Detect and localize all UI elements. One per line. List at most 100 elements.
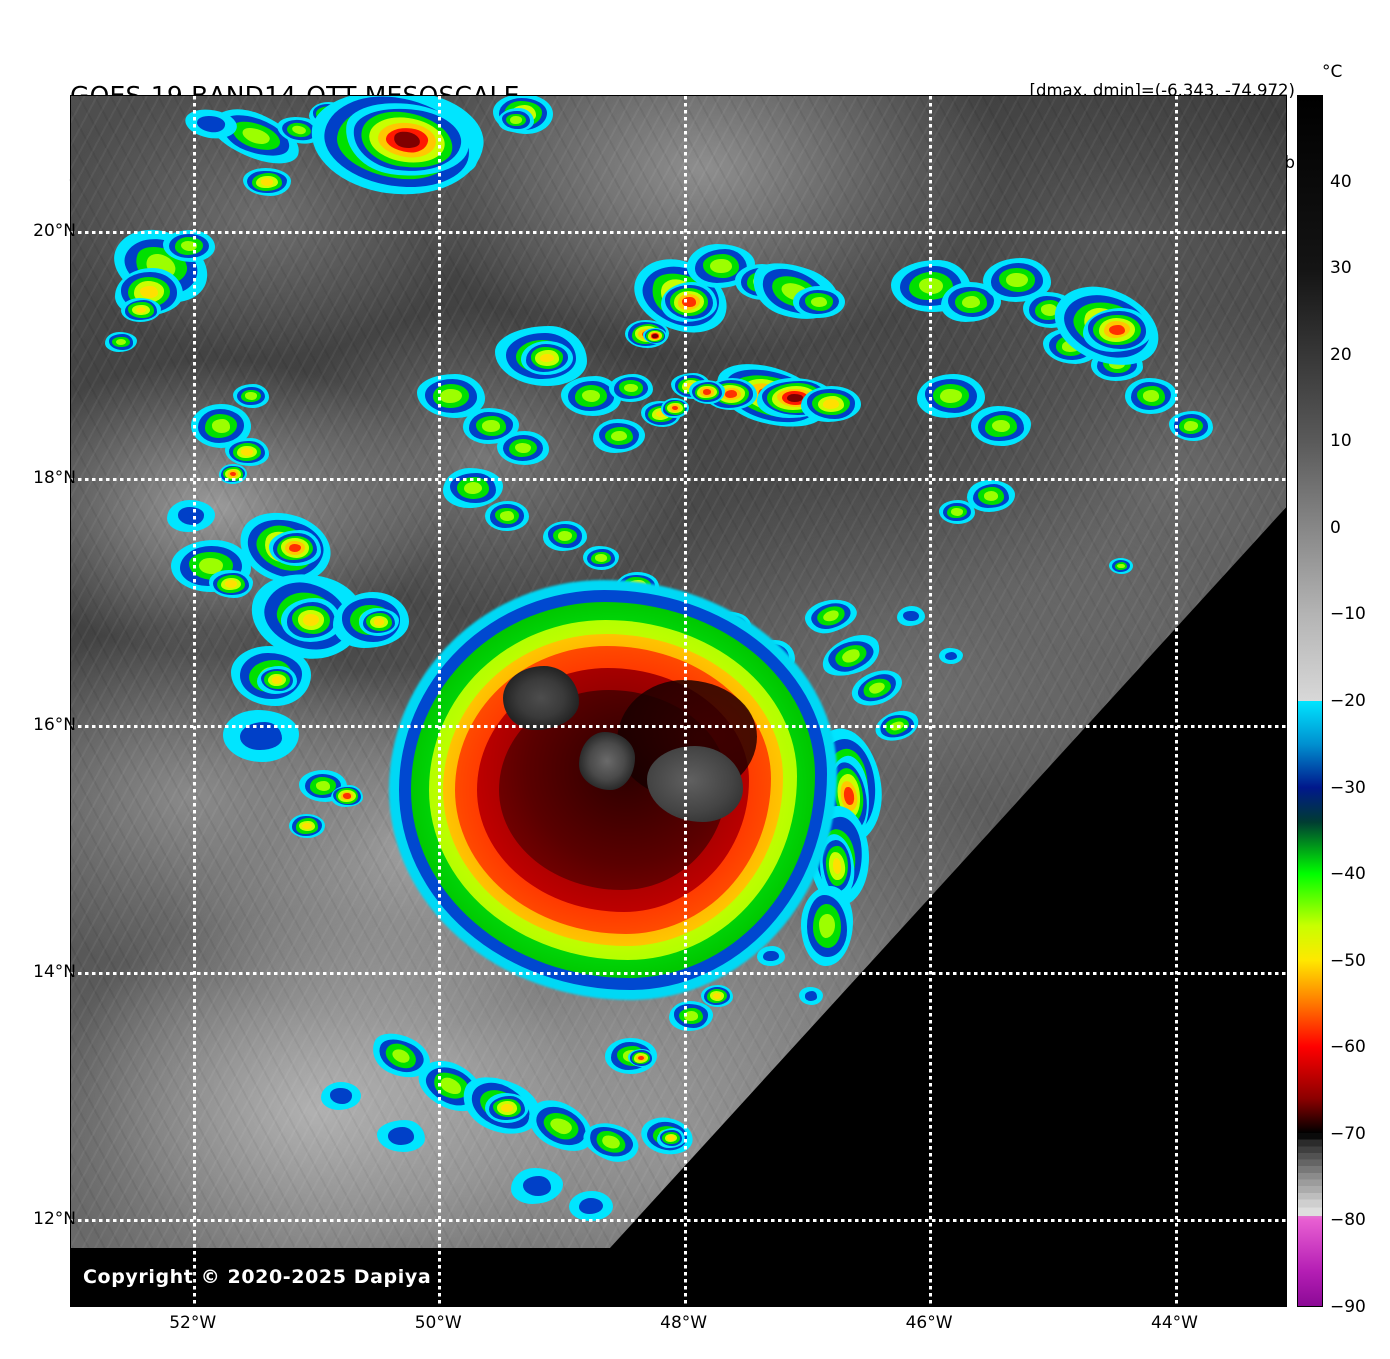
colorbar-tick-label: 10 — [1330, 431, 1352, 452]
convective-cell — [799, 987, 823, 1005]
convective-cell — [223, 710, 299, 762]
colorbar-tick-label: −60 — [1330, 1037, 1366, 1058]
cell-ring — [624, 383, 638, 393]
cell-ring — [510, 116, 522, 124]
convective-cell — [1125, 378, 1177, 414]
convective-cell — [561, 376, 621, 416]
cell-ring — [373, 618, 385, 626]
cell-ring — [440, 389, 462, 403]
cell-ring — [652, 334, 658, 338]
convective-cell — [1109, 558, 1133, 574]
colorbar-tick-label: 30 — [1330, 258, 1352, 279]
lon-tick-label: 52°W — [169, 1313, 217, 1333]
cell-ring — [918, 277, 944, 295]
cell-ring — [684, 1011, 698, 1021]
colorbar-tick-label: 0 — [1330, 517, 1341, 538]
cell-ring — [1006, 273, 1028, 287]
cell-ring — [610, 430, 628, 442]
cell-ring — [330, 1088, 352, 1104]
cell-ring — [810, 297, 828, 307]
cell-ring — [702, 389, 712, 395]
colorbar-tick-label: −70 — [1330, 1123, 1366, 1144]
convective-cell — [967, 480, 1015, 512]
colorbar-tick-label: −20 — [1330, 691, 1366, 711]
tropical-cyclone-core — [389, 580, 837, 1000]
cell-ring — [241, 448, 253, 456]
convective-cell — [463, 408, 519, 444]
convective-cell — [497, 431, 549, 465]
cell-ring — [804, 991, 818, 1001]
cell-ring — [198, 557, 224, 575]
convective-cell — [689, 380, 725, 404]
convective-cell — [331, 785, 363, 807]
cell-ring — [682, 297, 696, 307]
convective-cell — [521, 341, 573, 375]
cell-ring — [302, 822, 312, 830]
colorbar-tick-label: 40 — [1330, 171, 1352, 192]
cell-ring — [229, 471, 237, 477]
convective-cell — [983, 258, 1051, 302]
cell-ring — [1142, 390, 1160, 402]
convective-cell — [593, 419, 645, 453]
colorbar-tick-label: −90 — [1330, 1297, 1366, 1317]
cell-ring — [540, 353, 554, 363]
convective-cell — [269, 530, 321, 566]
lon-tick-label: 48°W — [660, 1313, 708, 1333]
cell-ring — [712, 993, 722, 999]
convective-cell — [233, 384, 269, 408]
convective-cell — [801, 386, 861, 422]
cell-ring — [724, 390, 738, 398]
cell-ring — [951, 508, 963, 516]
convective-cell — [511, 1168, 563, 1204]
colorbar-unit-label: °C — [1322, 62, 1343, 82]
cell-ring — [944, 651, 958, 661]
convective-cell — [1083, 308, 1151, 352]
cell-ring — [763, 950, 779, 962]
colorbar-tick-label: −30 — [1330, 777, 1366, 798]
convective-cell — [243, 168, 291, 196]
cell-ring — [903, 610, 919, 622]
lon-tick-label: 50°W — [414, 1313, 462, 1333]
cell-ring — [343, 793, 351, 799]
no-data-bottom-strip — [71, 1248, 1286, 1306]
cell-ring — [1109, 324, 1125, 336]
convective-cell — [225, 438, 269, 466]
cell-ring — [579, 1197, 603, 1215]
convective-cell — [321, 1082, 361, 1110]
cell-ring — [823, 399, 839, 409]
lon-tick-label: 44°W — [1151, 1313, 1199, 1333]
convective-cell — [191, 404, 251, 448]
convective-cell — [485, 1093, 529, 1123]
colorbar-tick-label: −40 — [1330, 864, 1366, 885]
convective-cell — [971, 406, 1031, 446]
convective-cell — [498, 108, 534, 132]
lon-tick-label: 46°W — [905, 1313, 953, 1333]
convective-cell — [628, 1049, 654, 1067]
overshooting-top-3 — [647, 746, 743, 822]
cell-ring — [482, 420, 500, 432]
cell-ring — [501, 1104, 513, 1112]
colorbar-tick-label: −50 — [1330, 950, 1366, 971]
cell-ring — [211, 419, 231, 433]
cell-ring — [581, 389, 601, 403]
cell-ring — [116, 338, 126, 346]
convective-cell — [359, 608, 399, 636]
cell-ring — [500, 511, 514, 521]
convective-cell — [657, 1128, 685, 1148]
convective-cell — [1169, 411, 1213, 441]
cell-ring — [288, 543, 302, 553]
overshooting-top-2 — [579, 732, 635, 790]
convective-cell — [757, 946, 785, 966]
cell-ring — [667, 1135, 675, 1141]
lat-tick-label: 12°N — [33, 1208, 76, 1229]
cell-ring — [637, 1055, 645, 1061]
cell-ring — [514, 442, 532, 454]
overshooting-top-1 — [503, 666, 579, 730]
convective-cell — [661, 282, 717, 322]
cell-ring — [710, 259, 732, 273]
cell-ring — [940, 389, 962, 403]
lat-tick-label: 14°N — [33, 961, 76, 982]
cell-ring — [260, 178, 274, 186]
convective-cell — [289, 814, 325, 838]
convective-cell — [443, 468, 503, 508]
